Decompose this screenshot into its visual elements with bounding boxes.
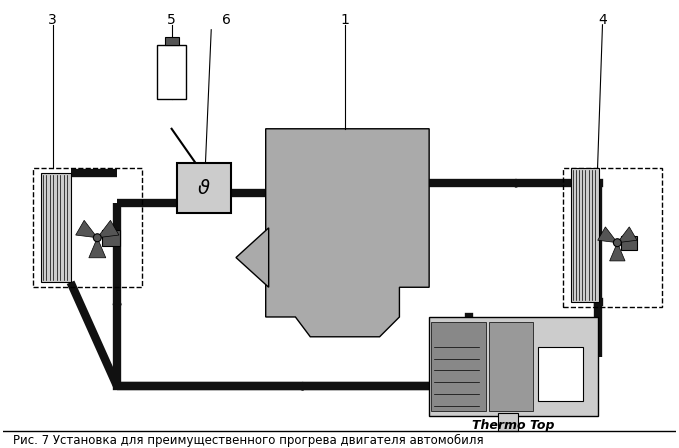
Text: Рис. 7 Установка для преимущественного прогрева двигателя автомобиля: Рис. 7 Установка для преимущественного п… <box>13 434 483 448</box>
Bar <box>571 168 598 302</box>
Text: $\vartheta$: $\vartheta$ <box>197 179 210 198</box>
Polygon shape <box>97 220 119 238</box>
Text: Thermo Top: Thermo Top <box>472 419 555 432</box>
Bar <box>429 317 598 416</box>
Bar <box>165 37 179 44</box>
Bar <box>538 347 583 401</box>
Bar <box>489 322 533 411</box>
Bar <box>157 44 187 99</box>
Polygon shape <box>617 227 637 243</box>
Text: 3: 3 <box>48 13 57 27</box>
Polygon shape <box>236 228 269 287</box>
Polygon shape <box>610 243 625 261</box>
Circle shape <box>93 234 101 241</box>
Text: 6: 6 <box>221 13 230 27</box>
Text: 4: 4 <box>598 13 607 27</box>
Bar <box>41 173 71 282</box>
Bar <box>103 230 120 246</box>
Text: 5: 5 <box>167 13 176 27</box>
Text: 1: 1 <box>340 13 350 27</box>
Circle shape <box>613 239 621 247</box>
Polygon shape <box>89 238 106 258</box>
Bar <box>498 413 518 431</box>
Polygon shape <box>75 220 97 238</box>
Bar <box>621 236 637 250</box>
Bar <box>177 164 231 213</box>
Bar <box>563 168 662 307</box>
Bar <box>33 168 142 287</box>
Bar <box>431 322 485 411</box>
Polygon shape <box>265 129 429 337</box>
Polygon shape <box>598 227 617 243</box>
